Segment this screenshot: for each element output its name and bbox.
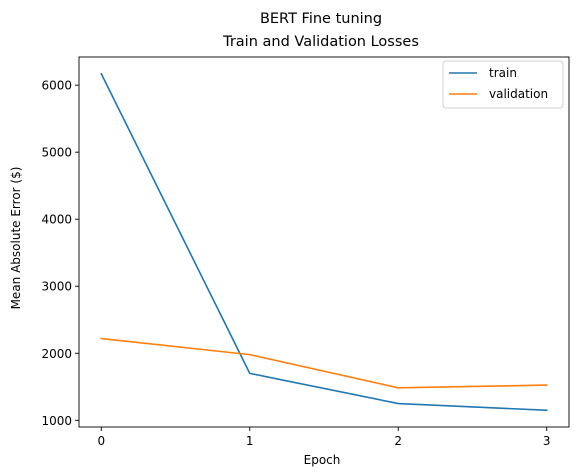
legend-label-train: train [489,66,517,80]
y-tick-label-6000: 6000 [41,79,72,93]
y-tick-label-5000: 5000 [41,146,72,160]
x-tick-label-0: 0 [97,434,105,448]
y-tick-label-3000: 3000 [41,280,72,294]
y-tick-label-2000: 2000 [41,347,72,361]
chart-title-line-2: Train and Validation Losses [222,34,419,50]
y-tick-label-4000: 4000 [41,213,72,227]
series-layer [100,72,548,412]
x-axis: 0 1 2 3 [97,427,551,448]
legend: train validation [442,60,564,109]
chart-title-line-1: BERT Fine tuning [260,11,382,27]
x-tick-label-2: 2 [394,434,402,448]
y-tick-label-1000: 1000 [41,414,72,428]
series-line-validation [100,337,548,389]
y-axis-label: Mean Absolute Error ($) [9,167,23,310]
x-axis-label: Epoch [304,453,341,467]
legend-label-validation: validation [489,87,548,101]
x-tick-label-3: 3 [543,434,551,448]
x-tick-label-1: 1 [246,434,254,448]
series-line-train [100,72,548,412]
y-axis: 1000 2000 3000 4000 5000 6000 [41,79,79,428]
plot-area-frame [78,56,570,428]
